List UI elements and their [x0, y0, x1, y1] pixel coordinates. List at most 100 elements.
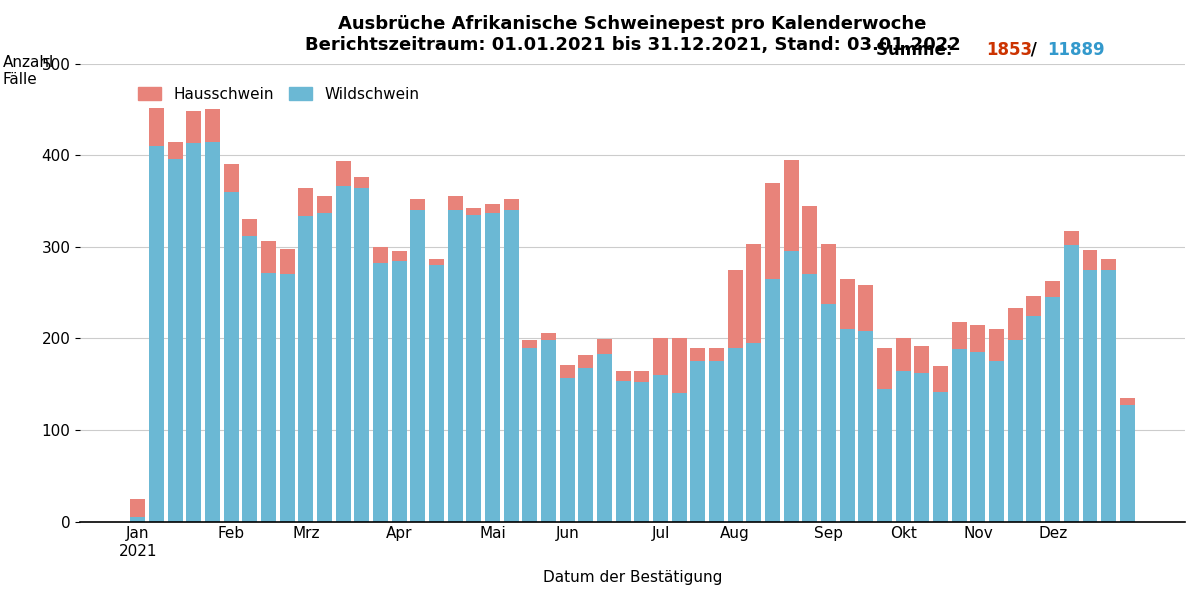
Bar	[168, 159, 182, 521]
Bar	[690, 347, 706, 361]
Bar	[803, 206, 817, 274]
Bar	[467, 215, 481, 521]
Bar	[877, 347, 892, 389]
Bar	[895, 338, 911, 371]
Bar	[858, 286, 874, 331]
Bar	[952, 322, 967, 349]
Bar	[952, 349, 967, 521]
Bar	[317, 196, 332, 213]
Text: Summe:: Summe:	[876, 41, 958, 59]
Text: 1853: 1853	[986, 41, 1032, 59]
Bar	[430, 265, 444, 521]
Bar	[989, 361, 1004, 521]
Bar	[1008, 340, 1022, 521]
Bar	[149, 146, 164, 521]
Bar	[522, 340, 538, 347]
Bar	[616, 371, 631, 382]
Bar	[1008, 308, 1022, 340]
Bar	[877, 389, 892, 521]
Bar	[186, 112, 202, 143]
Bar	[578, 355, 593, 368]
Bar	[485, 204, 500, 213]
Bar	[746, 343, 761, 521]
Bar	[410, 210, 425, 521]
Bar	[971, 352, 985, 521]
Bar	[1045, 297, 1060, 521]
Bar	[934, 392, 948, 521]
Bar	[914, 373, 930, 521]
Bar	[317, 213, 332, 521]
Bar	[1026, 316, 1042, 521]
Bar	[934, 366, 948, 392]
Legend: Hausschwein, Wildschwein: Hausschwein, Wildschwein	[132, 80, 425, 108]
Bar	[840, 279, 854, 329]
Bar	[1082, 250, 1098, 270]
Bar	[840, 329, 854, 521]
X-axis label: Datum der Bestätigung: Datum der Bestätigung	[542, 570, 722, 585]
Bar	[1064, 231, 1079, 245]
Bar	[821, 244, 836, 304]
Bar	[354, 177, 370, 188]
Bar	[598, 354, 612, 521]
Bar	[1045, 281, 1060, 297]
Bar	[223, 192, 239, 521]
Bar	[672, 394, 686, 521]
Bar	[635, 371, 649, 382]
Bar	[784, 251, 799, 521]
Bar	[373, 247, 388, 263]
Bar	[653, 338, 668, 375]
Bar	[1082, 270, 1098, 521]
Bar	[186, 143, 202, 521]
Bar	[803, 274, 817, 521]
Bar	[205, 142, 220, 521]
Text: /: /	[1025, 41, 1043, 59]
Bar	[448, 196, 463, 210]
Bar	[299, 216, 313, 521]
Bar	[1026, 296, 1042, 316]
Bar	[690, 361, 706, 521]
Bar	[262, 241, 276, 274]
Bar	[410, 199, 425, 210]
Bar	[989, 329, 1004, 361]
Bar	[1102, 270, 1116, 521]
Bar	[541, 333, 556, 340]
Bar	[430, 259, 444, 265]
Bar	[336, 161, 350, 187]
Bar	[280, 274, 295, 521]
Text: 11889: 11889	[1046, 41, 1104, 59]
Bar	[727, 347, 743, 521]
Bar	[149, 107, 164, 146]
Bar	[709, 361, 724, 521]
Bar	[821, 304, 836, 521]
Bar	[598, 340, 612, 354]
Bar	[616, 382, 631, 521]
Bar	[354, 188, 370, 521]
Bar	[578, 368, 593, 521]
Bar	[914, 346, 930, 373]
Bar	[559, 378, 575, 521]
Bar	[391, 251, 407, 260]
Bar	[280, 248, 295, 274]
Bar	[223, 164, 239, 192]
Bar	[727, 270, 743, 347]
Bar	[205, 109, 220, 142]
Bar	[672, 338, 686, 394]
Bar	[336, 187, 350, 521]
Bar	[1102, 259, 1116, 270]
Bar	[485, 213, 500, 521]
Bar	[467, 208, 481, 215]
Bar	[971, 325, 985, 352]
Bar	[262, 274, 276, 521]
Bar	[895, 371, 911, 521]
Bar	[504, 199, 518, 210]
Bar	[559, 365, 575, 378]
Bar	[541, 340, 556, 521]
Bar	[168, 142, 182, 159]
Bar	[242, 220, 257, 236]
Bar	[504, 210, 518, 521]
Bar	[1120, 406, 1135, 521]
Bar	[746, 244, 761, 343]
Bar	[448, 210, 463, 521]
Title: Ausbrüche Afrikanische Schweinepest pro Kalenderwoche
Berichtszeitraum: 01.01.20: Ausbrüche Afrikanische Schweinepest pro …	[305, 15, 960, 54]
Bar	[373, 263, 388, 521]
